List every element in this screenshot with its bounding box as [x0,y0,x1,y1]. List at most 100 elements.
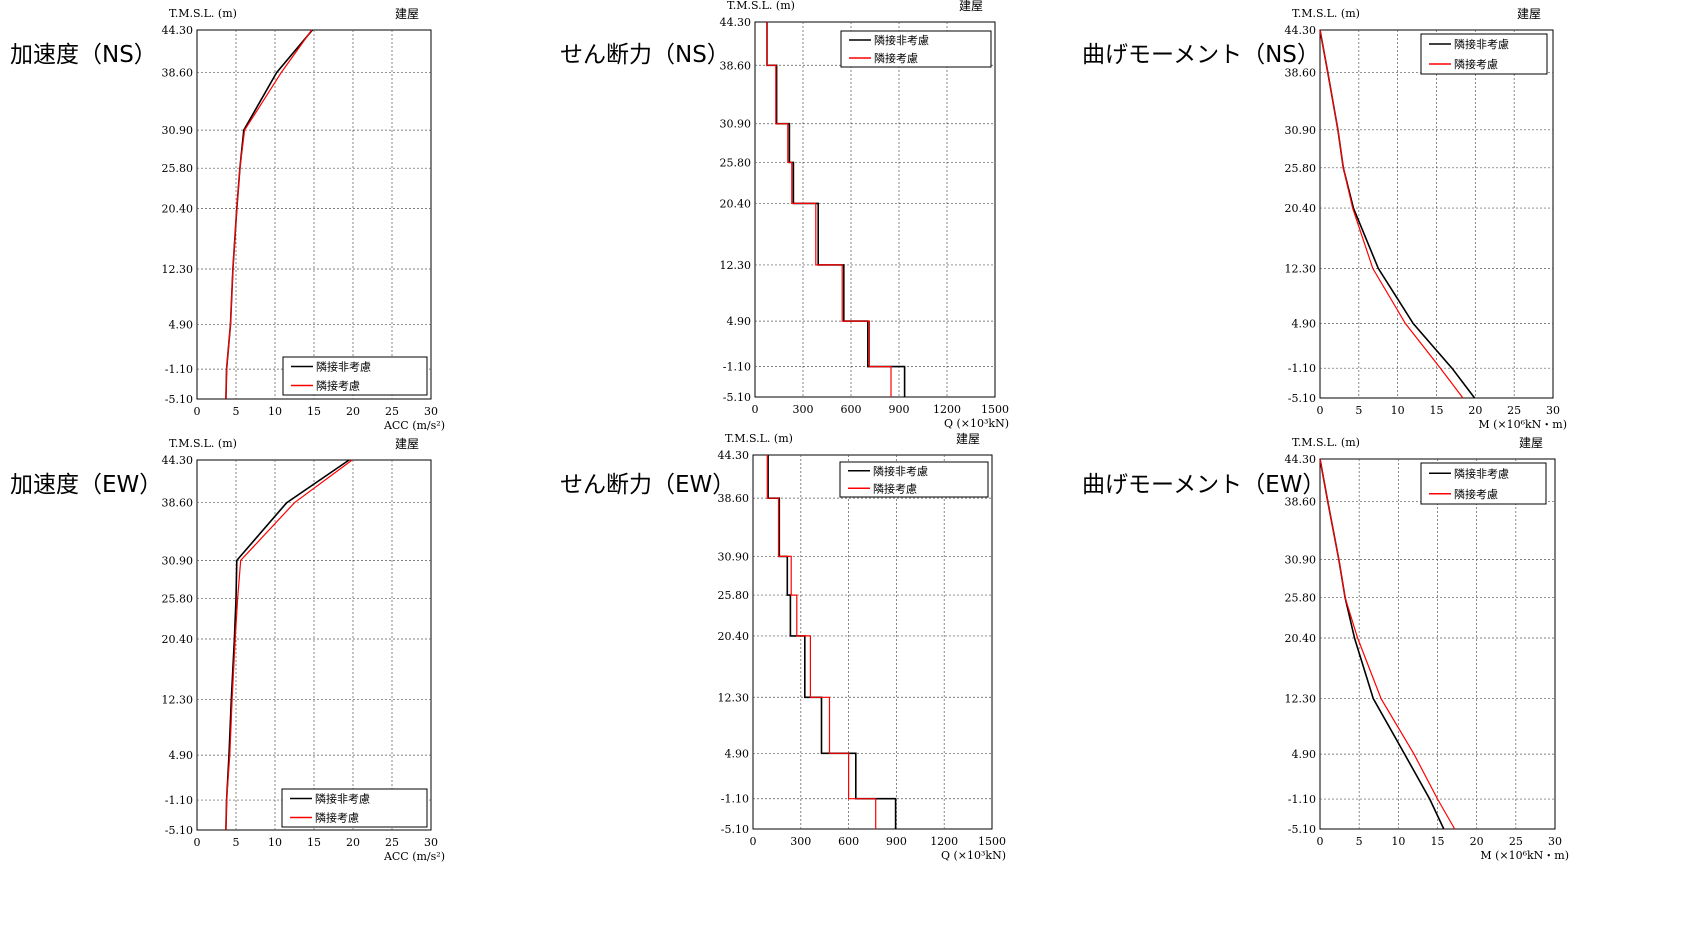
series-line-red [766,455,877,829]
x-tick-label: 0 [194,836,201,849]
legend-label: 隣接考慮 [316,379,360,393]
y-tick-label: 20.40 [162,203,194,216]
x-tick-label: 20 [346,405,360,418]
x-tick-label: 30 [424,836,438,849]
y-tick-label: 44.30 [720,16,752,29]
y-tick-label: 4.90 [727,315,752,328]
building-label: 建屋 [395,437,419,451]
chart-moment_ew: 0 5 10 15 20 25 30 44.30 38.60 30.90 25.80 20.40 12.… [1285,436,1570,862]
x-tick-label: 900 [889,403,910,416]
y-axis-label: T.M.S.L. (m) [1292,436,1360,449]
building-label: 建屋 [395,7,419,21]
x-tick-label: 600 [838,835,859,848]
x-tick-label: 5 [233,405,240,418]
x-axis-label: M (×10⁶kN・m) [1478,418,1567,431]
y-tick-label: -5.10 [165,824,193,837]
chart-moment_ns: 0 5 10 15 20 25 30 44.30 38.60 30.90 25.80 20.40 12.… [1285,7,1568,431]
chart-shear_ew: 0 300 600 900 1200 1500 44.30 38.60 30.90 25.80 20… [718,432,1007,862]
y-tick-label: -5.10 [723,391,751,404]
legend-label: 隣接非考慮 [873,464,928,478]
y-tick-label: 20.40 [162,633,194,646]
chart-acc_ew: 0 5 10 15 20 25 30 44.30 38.60 30.90 25.80 20.40 12.… [162,437,446,863]
legend-box [840,30,992,68]
y-tick-label: 38.60 [1285,496,1317,509]
y-tick-label: 38.60 [720,59,752,72]
legend-box [1420,462,1547,505]
x-tick-label: 5 [233,836,240,849]
x-tick-label: 600 [841,403,862,416]
legend-box [282,356,428,396]
x-tick-label: 300 [793,403,814,416]
y-tick-label: 12.30 [1285,693,1317,706]
x-tick-label: 5 [1356,835,1363,848]
y-tick-label: 44.30 [1285,453,1317,466]
legend-box [839,461,989,498]
y-tick-label: 44.30 [162,24,194,37]
y-tick-label: 12.30 [720,259,752,272]
y-tick-label: 25.80 [162,593,194,606]
y-tick-label: 4.90 [725,747,750,760]
x-tick-label: 10 [268,405,282,418]
legend-label: 隣接非考慮 [1454,37,1509,51]
y-tick-label: 25.80 [720,156,752,169]
plot-frame [752,454,993,830]
x-tick-label: 300 [790,835,811,848]
x-axis-label: Q (×10³kN) [941,849,1006,862]
x-tick-label: 0 [194,405,201,418]
legend-label: 隣接非考慮 [1454,466,1509,480]
y-tick-label: 38.60 [1285,66,1317,79]
y-tick-label: 20.40 [1285,202,1317,215]
x-tick-label: 1200 [933,403,961,416]
x-tick-label: 30 [1546,404,1560,417]
y-tick-label: 25.80 [718,589,750,602]
x-tick-label: 10 [1391,404,1405,417]
x-tick-label: 15 [307,836,321,849]
x-axis-label: ACC (m/s²) [383,419,445,432]
legend-label: 隣接非考慮 [316,360,371,374]
y-tick-label: 30.90 [162,554,194,567]
y-tick-label: 20.40 [720,197,752,210]
y-tick-label: -5.10 [165,393,193,406]
x-axis-label: Q (×10³kN) [944,417,1009,430]
y-tick-label: -5.10 [721,823,749,836]
y-tick-label: 44.30 [718,449,750,462]
x-tick-label: 5 [1355,404,1362,417]
y-tick-label: 12.30 [1285,262,1317,275]
x-tick-label: 10 [268,836,282,849]
legend-label: 隣接考慮 [1454,57,1498,71]
series-line-red [1319,458,1456,830]
y-tick-label: 30.90 [1285,124,1317,137]
y-tick-label: 25.80 [1285,162,1317,175]
y-tick-label: 30.90 [1285,553,1317,566]
legend-box [281,788,428,828]
x-tick-label: 25 [385,405,399,418]
x-tick-label: 0 [750,835,757,848]
x-tick-label: 10 [1391,835,1405,848]
x-tick-label: 25 [1509,835,1523,848]
y-tick-label: 12.30 [162,263,194,276]
y-tick-label: 30.90 [162,124,194,137]
x-axis-label: ACC (m/s²) [383,850,445,863]
y-tick-label: -1.10 [721,793,749,806]
y-axis-label: T.M.S.L. (m) [169,437,237,450]
y-tick-label: 4.90 [1292,318,1317,331]
x-tick-label: 900 [886,835,907,848]
y-tick-label: 4.90 [169,318,194,331]
x-tick-label: 15 [1430,404,1444,417]
legend-label: 隣接考慮 [874,51,918,65]
legend-box [1420,33,1548,75]
y-tick-label: 38.60 [162,497,194,510]
legend-label: 隣接考慮 [1454,487,1498,501]
x-tick-label: 30 [1548,835,1562,848]
panel-title-moment-ew: 曲げモーメント（EW） [1082,472,1326,498]
legend-label: 隣接考慮 [873,481,917,495]
y-axis-label: T.M.S.L. (m) [725,432,793,445]
x-tick-label: 20 [1470,835,1484,848]
y-tick-label: 44.30 [162,454,194,467]
chart-shear_ns: 0 300 600 900 1200 1500 44.30 38.60 30.90 25.80 20… [720,0,1010,430]
